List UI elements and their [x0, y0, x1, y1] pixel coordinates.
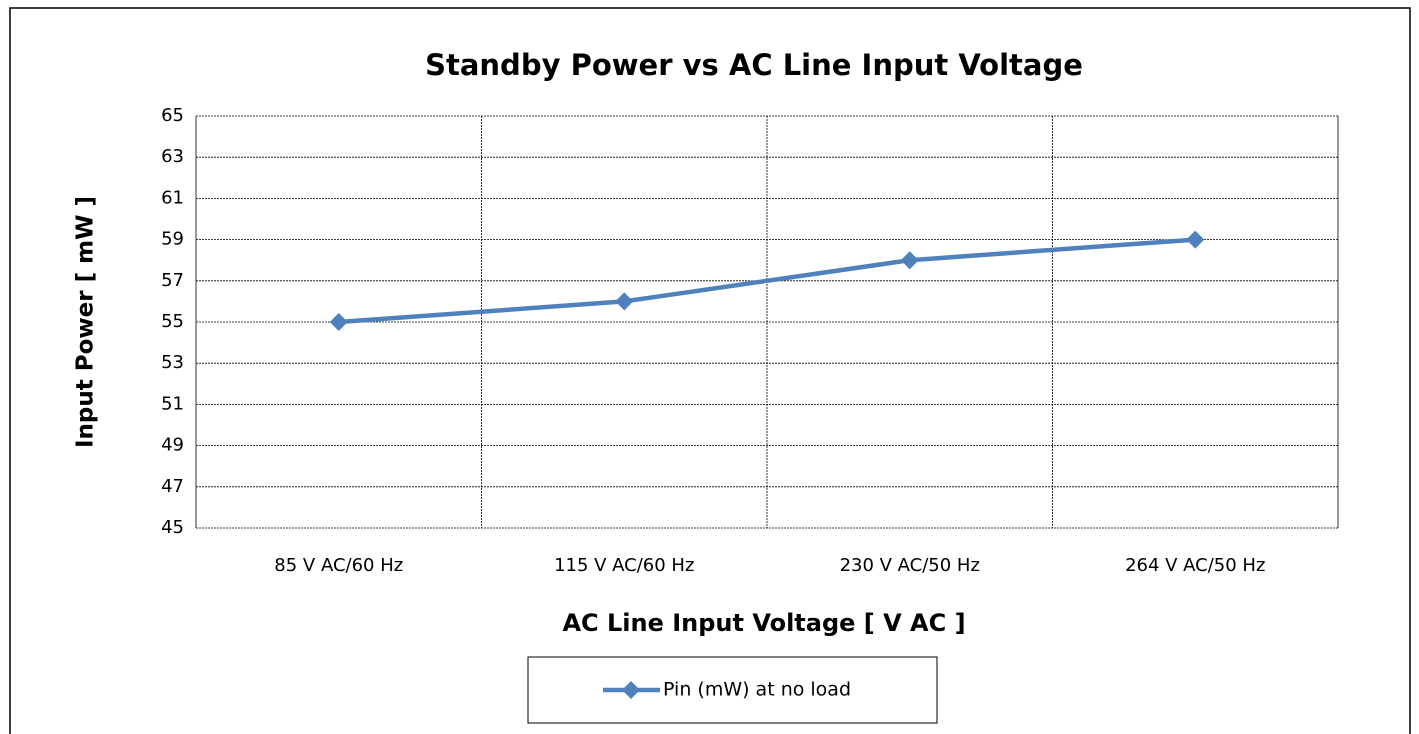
- x-tick-label: 230 V AC/50 Hz: [840, 555, 980, 576]
- y-tick-label: 49: [161, 435, 184, 456]
- y-tick-label: 51: [161, 393, 184, 414]
- point-marker: [1186, 230, 1205, 249]
- x-tick-label: 115 V AC/60 Hz: [554, 555, 694, 576]
- x-tick-label: 264 V AC/50 Hz: [1125, 555, 1265, 576]
- x-axis-label: AC Line Input Voltage [ V AC ]: [562, 609, 965, 637]
- legend-label: Pin (mW) at no load: [663, 679, 851, 701]
- point-marker: [329, 313, 348, 331]
- x-tick-label: 85 V AC/60 Hz: [274, 555, 403, 576]
- point-marker: [615, 292, 634, 311]
- y-tick-label: 55: [161, 311, 184, 332]
- chart-title: Standby Power vs AC Line Input Voltage: [425, 48, 1083, 82]
- y-tick-label: 65: [161, 105, 184, 126]
- y-tick-label: 47: [161, 476, 184, 497]
- point-marker: [900, 251, 919, 270]
- series-line: [338, 237, 1196, 325]
- legend-box: [527, 656, 938, 724]
- chart-border: [9, 7, 1411, 734]
- y-tick-label: 57: [161, 270, 184, 291]
- y-tick-label: 61: [161, 187, 184, 208]
- y-axis-label: Input Power [ mW ]: [73, 196, 99, 448]
- y-tick-label: 53: [161, 352, 184, 373]
- legend-marker: [622, 681, 640, 699]
- y-tick-label: 63: [161, 146, 184, 167]
- y-tick-label: 45: [161, 517, 184, 538]
- y-tick-label: 59: [161, 229, 184, 250]
